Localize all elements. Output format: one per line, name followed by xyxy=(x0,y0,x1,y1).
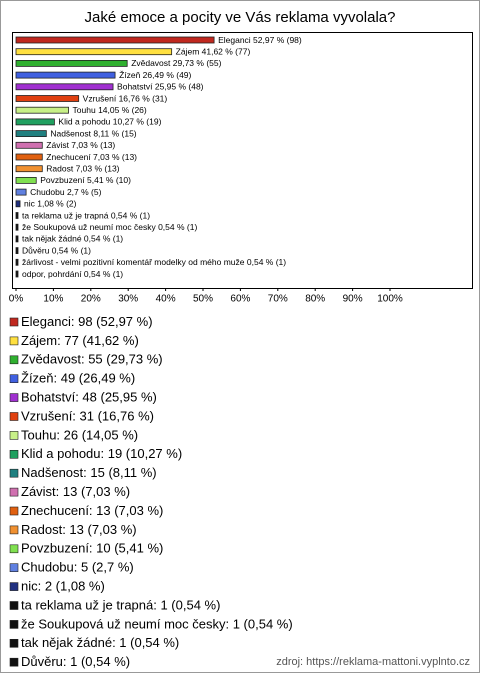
bar-label: Důvěru 0,54 % (1) xyxy=(22,245,91,255)
x-tick-label: 60% xyxy=(230,294,250,305)
bar xyxy=(15,130,47,138)
legend-swatch xyxy=(9,468,19,478)
bar-label: Eleganci 52,97 % (98) xyxy=(218,35,302,45)
legend-swatch xyxy=(9,374,19,384)
bar xyxy=(15,258,19,266)
bar xyxy=(15,106,69,114)
bar-label: odpor, pohrdání 0,54 % (1) xyxy=(22,269,123,279)
bar-label: Zvědavost 29,73 % (55) xyxy=(131,58,221,68)
legend-swatch xyxy=(9,506,19,516)
bar-label: Radost 7,03 % (13) xyxy=(46,163,119,173)
bar xyxy=(15,247,19,255)
x-tick-label: 90% xyxy=(343,294,363,305)
bar-label: Znechucení 7,03 % (13) xyxy=(46,152,137,162)
bar-label: Klid a pohodu 10,27 % (19) xyxy=(58,117,161,127)
bar xyxy=(15,95,80,102)
bar xyxy=(15,223,19,231)
legend-label: že Soukupová už neumí moc česky: 1 (0,54… xyxy=(21,616,293,631)
bar xyxy=(15,83,114,91)
bar-label: tak nějak žádné 0,54 % (1) xyxy=(22,234,123,244)
legend-label: Vzrušení: 31 (16,76 %) xyxy=(21,408,154,423)
legend-swatch xyxy=(9,336,19,346)
bar-label: Povzbuzení 5,41 % (10) xyxy=(40,175,131,185)
bar-label: Vzrušení 16,76 % (31) xyxy=(83,93,168,103)
x-tick-label: 100% xyxy=(377,294,403,305)
bar-label: Nadšenost 8,11 % (15) xyxy=(50,128,136,138)
bar xyxy=(15,165,43,173)
legend-label: Klid a pohodu: 19 (10,27 %) xyxy=(21,446,182,461)
bar-label: ta reklama už je trapná 0,54 % (1) xyxy=(22,210,150,220)
legend-label: Znechucení: 13 (7,03 %) xyxy=(21,503,163,518)
legend-label: Touhu: 26 (14,05 %) xyxy=(21,427,138,442)
bar xyxy=(15,200,21,208)
bar xyxy=(15,176,37,184)
legend-swatch xyxy=(9,525,19,535)
legend-swatch xyxy=(9,487,19,497)
bar-label: Závist 7,03 % (13) xyxy=(46,140,115,150)
legend-label: Zvědavost: 55 (29,73 %) xyxy=(21,352,163,367)
legend-label: Závist: 13 (7,03 %) xyxy=(21,484,130,499)
bar-label: nic 1,08 % (2) xyxy=(24,199,77,209)
legend-label: Eleganci: 98 (52,97 %) xyxy=(21,314,153,329)
legend-label: ta reklama už je trapná: 1 (0,54 %) xyxy=(21,597,220,612)
legend-swatch xyxy=(9,563,19,573)
bar xyxy=(15,71,116,79)
legend-swatch xyxy=(9,317,19,327)
x-tick-label: 20% xyxy=(81,294,101,305)
legend-label: Nadšenost: 15 (8,11 %) xyxy=(21,465,157,480)
legend-swatch xyxy=(9,431,19,440)
bar-label: že Soukupová už neumí moc česky 0,54 % (… xyxy=(22,222,197,232)
bar xyxy=(15,60,128,67)
legend-label: Důvěru: 1 (0,54 %) xyxy=(21,654,130,669)
legend-label: Povzbuzení: 10 (5,41 %) xyxy=(21,541,163,556)
legend-swatch xyxy=(9,601,19,610)
x-tick-label: 10% xyxy=(43,294,63,305)
chart-title: Jaké emoce a pocity ve Vás reklama vyvol… xyxy=(85,9,396,26)
legend-label: Chudobu: 5 (2,7 %) xyxy=(21,560,134,575)
bar xyxy=(15,235,19,243)
bar-label: Zájem 41,62 % (77) xyxy=(176,46,251,56)
legend-swatch xyxy=(9,544,19,554)
x-tick-label: 80% xyxy=(305,294,325,305)
bar xyxy=(15,188,27,196)
legend-label: tak nějak žádné: 1 (0,54 %) xyxy=(21,635,179,650)
bar xyxy=(15,212,19,219)
bar xyxy=(15,48,173,56)
legend-label: Bohatství: 48 (25,95 %) xyxy=(21,390,157,405)
bar-label: Chudobu 2,7 % (5) xyxy=(30,187,102,197)
legend-label: Zájem: 77 (41,62 %) xyxy=(21,333,139,348)
legend-swatch xyxy=(9,638,19,648)
x-tick-label: 0% xyxy=(9,294,24,305)
legend-label: Radost: 13 (7,03 %) xyxy=(21,522,137,537)
bar-label: Touhu 14,05 % (26) xyxy=(73,105,147,115)
legend-swatch xyxy=(9,393,19,402)
x-tick-label: 50% xyxy=(193,294,213,305)
legend-label: nic: 2 (1,08 %) xyxy=(21,579,105,594)
legend-swatch xyxy=(9,620,19,629)
legend-swatch xyxy=(9,582,19,591)
x-tick-label: 30% xyxy=(118,294,138,305)
legend-label: Žízeň: 49 (26,49 %) xyxy=(21,371,135,386)
bar-label: Bohatství 25,95 % (48) xyxy=(117,82,204,92)
bar-label: žárlivost - velmi pozitivní komentář mod… xyxy=(22,257,286,267)
bar-label: Žízeň 26,49 % (49) xyxy=(119,70,191,80)
bar xyxy=(15,141,43,149)
legend-swatch xyxy=(9,657,19,667)
source: zdroj: https://reklama-mattoni.vyplnto.c… xyxy=(276,656,470,668)
legend-swatch xyxy=(9,355,19,365)
legend-swatch xyxy=(9,412,19,421)
bar xyxy=(15,270,19,278)
bar xyxy=(15,36,215,44)
legend-swatch xyxy=(9,449,19,459)
bar xyxy=(15,153,43,161)
x-tick-label: 70% xyxy=(268,294,288,305)
x-tick-label: 40% xyxy=(156,294,176,305)
bar xyxy=(15,118,55,126)
